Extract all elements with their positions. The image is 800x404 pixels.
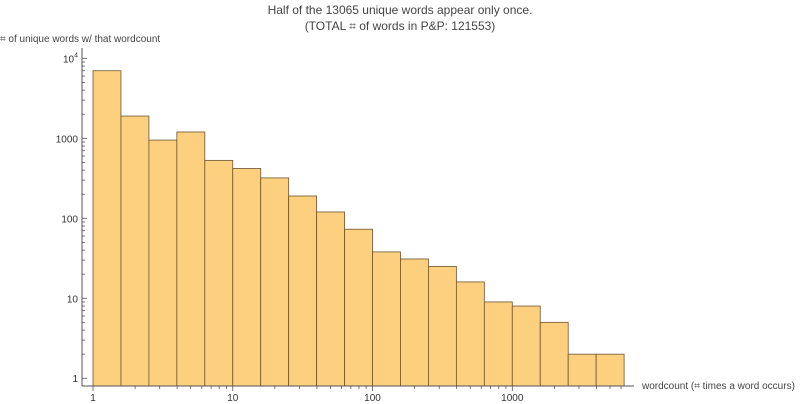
histogram-bar-16	[539, 321, 569, 387]
x-tick-label-2: 100	[364, 393, 381, 404]
x-axis-label: wordcount (⌗ times a word occurs)	[641, 381, 795, 392]
histogram-bar-13	[455, 281, 485, 387]
x-tick-label-1: 10	[227, 393, 239, 404]
y-axis-label: ⌗ of unique words w/ that wordcount	[0, 34, 160, 45]
y-tick-label-1: 10	[67, 294, 79, 305]
histogram-bar-11	[400, 258, 429, 387]
x-tick-label-0: 1	[90, 393, 96, 404]
histogram-bar-7	[288, 195, 318, 387]
histogram-bar-4	[204, 159, 234, 387]
histogram-bar-8	[316, 211, 345, 387]
y-tick-label-0: 1	[72, 374, 78, 385]
histogram-bar-17	[567, 353, 597, 387]
histogram-bar-14	[483, 301, 513, 387]
histogram-bar-12	[428, 266, 457, 387]
histogram-bar-3	[176, 131, 206, 387]
histogram-bars	[92, 70, 625, 387]
histogram-bar-18	[595, 353, 625, 387]
histogram-bar-15	[511, 305, 541, 387]
histogram-bar-10	[372, 251, 401, 387]
chart-title: Half of the 13065 unique words appear on…	[0, 2, 800, 34]
chart-title-line-2: (TOTAL ⌗ of words in P&P: 121553)	[304, 19, 496, 33]
x-tick-label-3: 1000	[501, 393, 524, 404]
histogram-bar-6	[260, 177, 290, 387]
chart-axes: 1 10 100 1000 1 10 100 1000 104	[56, 48, 634, 404]
y-tick-label-3: 1000	[56, 134, 79, 145]
y-tick-label-2: 100	[61, 214, 78, 225]
histogram-bar-5	[232, 168, 262, 387]
y-tick-label-4: 104	[63, 52, 78, 65]
histogram-bar-1	[120, 115, 150, 387]
histogram-bar-0	[92, 70, 122, 387]
histogram-bar-2	[148, 139, 178, 387]
histogram-bar-9	[344, 228, 373, 387]
y-tick-exponent: 4	[74, 52, 78, 59]
chart-title-line-1: Half of the 13065 unique words appear on…	[267, 3, 533, 17]
